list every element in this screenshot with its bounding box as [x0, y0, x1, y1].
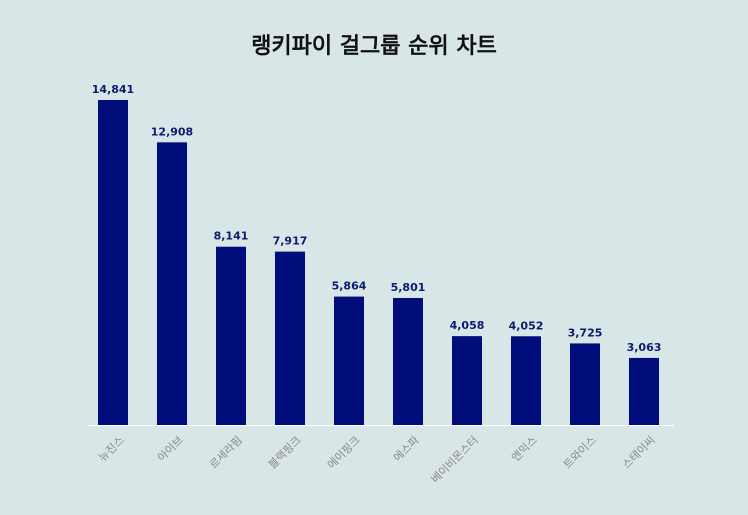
bar[interactable] [216, 246, 246, 425]
data-label: 5,801 [391, 281, 426, 294]
data-label: 4,058 [450, 319, 485, 332]
x-tick-label: 스테이씨 [620, 434, 658, 472]
bar[interactable] [98, 100, 128, 425]
bar[interactable] [570, 343, 600, 425]
x-tick-label: 트와이스 [561, 434, 599, 472]
x-tick-label: 에스파 [391, 434, 422, 465]
bar[interactable] [511, 336, 541, 425]
x-tick-label: 블랙핑크 [266, 434, 304, 472]
data-label: 12,908 [151, 125, 193, 138]
data-label: 3,725 [568, 326, 603, 339]
x-tick-label: 엔믹스 [509, 434, 540, 465]
data-label: 8,141 [214, 230, 249, 243]
data-label: 3,063 [627, 341, 662, 354]
x-tick-label: 뉴진스 [96, 434, 127, 465]
x-tick-label: 르세라핌 [207, 434, 245, 472]
bar[interactable] [629, 357, 659, 425]
bar[interactable] [393, 297, 423, 425]
data-label: 5,864 [332, 280, 367, 293]
chart-title: 랭키파이 걸그룹 순위 차트 [251, 34, 497, 59]
bar[interactable] [452, 336, 482, 425]
x-tick-label: 베이비몬스터 [429, 434, 481, 486]
data-label: 7,917 [273, 235, 308, 248]
bar[interactable] [275, 251, 305, 425]
bar[interactable] [157, 142, 187, 425]
bar[interactable] [334, 296, 364, 425]
x-tick-label: 에이핑크 [325, 434, 363, 472]
x-tick-label: 아이브 [155, 434, 186, 465]
data-label: 14,841 [92, 83, 134, 96]
data-label: 4,052 [509, 319, 544, 332]
